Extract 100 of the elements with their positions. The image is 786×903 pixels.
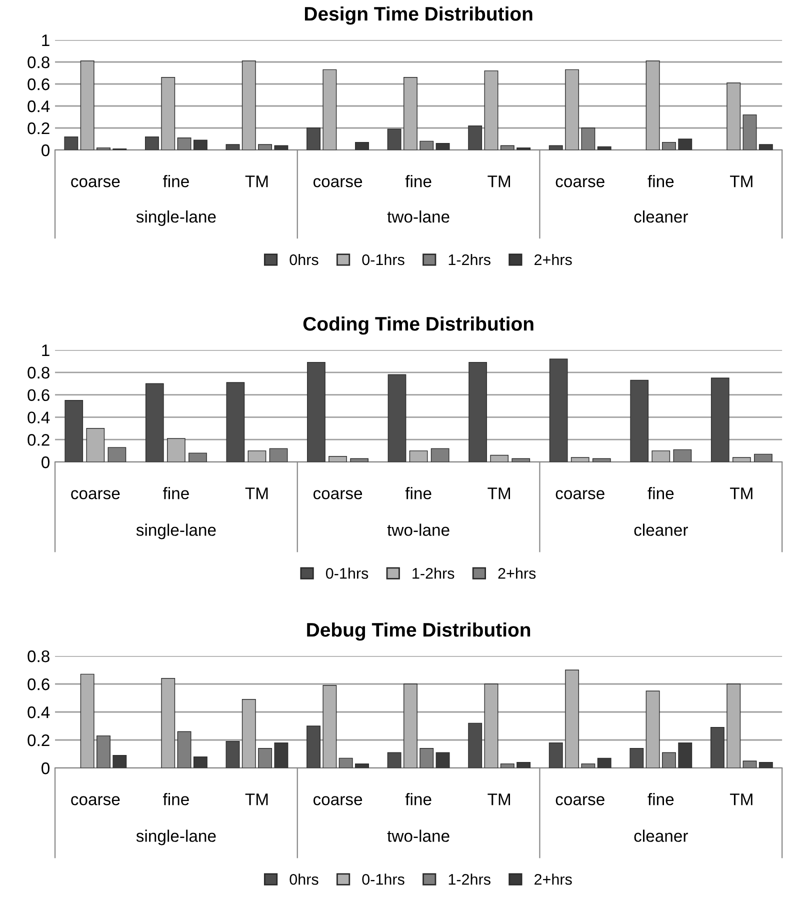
bar — [548, 742, 563, 768]
bar — [468, 362, 487, 462]
y-tick-label: 0.8 — [28, 366, 50, 379]
bar — [387, 128, 402, 150]
x-tick-label: TM — [730, 488, 752, 500]
y-tick-label: 0.2 — [28, 434, 50, 446]
bar — [468, 125, 482, 150]
legend-label: 1-2hrs — [448, 874, 490, 885]
bar — [306, 128, 320, 150]
bar — [403, 77, 418, 150]
y-tick-label: 0 — [42, 456, 50, 468]
bar — [322, 685, 337, 768]
bar — [388, 374, 406, 462]
bar — [710, 727, 724, 768]
y-tick-label: 0.4 — [28, 412, 50, 424]
bar — [86, 428, 105, 462]
bar — [322, 69, 337, 150]
x-tick-label: coarse — [313, 490, 362, 500]
bar — [403, 684, 418, 768]
bar — [548, 145, 563, 150]
bar — [732, 457, 751, 462]
chart-title: Coding Time Distribution — [303, 316, 534, 335]
bar — [565, 69, 580, 150]
bar — [226, 382, 245, 462]
x-tick-label: TM — [488, 488, 510, 500]
x-tick-label: TM — [245, 488, 268, 500]
x-tick-label: coarse — [313, 178, 362, 188]
bar — [226, 741, 240, 768]
bar — [355, 142, 369, 150]
bar — [80, 60, 94, 150]
x-tick-label: coarse — [71, 178, 120, 188]
bar — [409, 450, 428, 462]
y-tick-label: 0.4 — [28, 100, 50, 112]
bar — [161, 678, 176, 768]
y-tick-label: 0.8 — [28, 56, 50, 68]
bar — [710, 378, 730, 462]
chart-title: Design Time Distribution — [304, 6, 532, 25]
y-tick-label: 1 — [42, 344, 50, 356]
y-tick-label: 0.6 — [28, 389, 50, 402]
y-tick-label: 0 — [42, 762, 50, 774]
bar — [436, 143, 450, 150]
y-tick-label: 1 — [42, 34, 50, 46]
bar — [242, 60, 256, 150]
y-tick-label: 0.8 — [28, 650, 50, 662]
x-tick-label: fine — [648, 793, 674, 806]
legend-label: 0-1hrs — [362, 254, 404, 266]
bar — [484, 70, 498, 150]
bar — [726, 82, 741, 150]
text: cleaner — [634, 210, 688, 223]
legend-label: 2+hrs — [534, 874, 572, 885]
chart-title: Debug Time Distribution — [307, 622, 530, 641]
legend-label: 1-2hrs — [448, 254, 490, 266]
bar — [630, 748, 644, 768]
x-tick-label: TM — [488, 176, 510, 188]
bar — [193, 140, 208, 150]
x-tick-label: fine — [162, 793, 189, 806]
text: single-lane — [136, 524, 216, 540]
legend-label: 0hrs — [290, 874, 318, 885]
bar — [193, 756, 208, 768]
x-tick-label: coarse — [556, 178, 604, 188]
x-tick-label: coarse — [556, 796, 604, 806]
bar — [549, 358, 568, 462]
x-tick-label: TM — [730, 794, 752, 806]
legend-label: 1-2hrs — [412, 568, 454, 579]
x-tick-label: fine — [648, 175, 674, 188]
bar — [570, 457, 590, 462]
bar — [646, 690, 660, 768]
bar — [516, 147, 531, 150]
bar — [161, 77, 176, 150]
x-tick-label: fine — [162, 175, 189, 188]
legend-label: 0-1hrs — [326, 568, 368, 579]
x-tick-label: fine — [648, 487, 674, 500]
x-tick-label: coarse — [556, 490, 604, 500]
bar — [678, 742, 692, 768]
bar — [516, 762, 531, 768]
bar — [490, 454, 509, 462]
bar — [307, 362, 326, 462]
bar — [167, 438, 186, 462]
x-tick-label: TM — [488, 794, 510, 806]
bar — [597, 758, 612, 768]
bar — [355, 763, 369, 768]
text: cleaner — [634, 524, 688, 536]
x-tick-label: fine — [405, 175, 432, 188]
x-tick-label: fine — [162, 487, 189, 500]
x-tick-label: coarse — [313, 796, 362, 806]
x-tick-label: coarse — [71, 796, 120, 806]
text: two-lane — [387, 210, 450, 223]
y-tick-label: 0.2 — [28, 734, 50, 746]
x-tick-label: fine — [405, 487, 432, 500]
bar — [145, 383, 164, 462]
legend-label: 0-1hrs — [362, 874, 404, 885]
text: cleaner — [634, 830, 688, 842]
bar — [597, 146, 612, 150]
text: two-lane — [387, 524, 450, 536]
text: single-lane — [136, 830, 216, 846]
bar — [726, 684, 741, 768]
bar — [248, 450, 266, 462]
x-tick-label: coarse — [71, 490, 120, 500]
x-tick-label: TM — [245, 176, 268, 188]
legend-label: 2+hrs — [534, 254, 572, 266]
